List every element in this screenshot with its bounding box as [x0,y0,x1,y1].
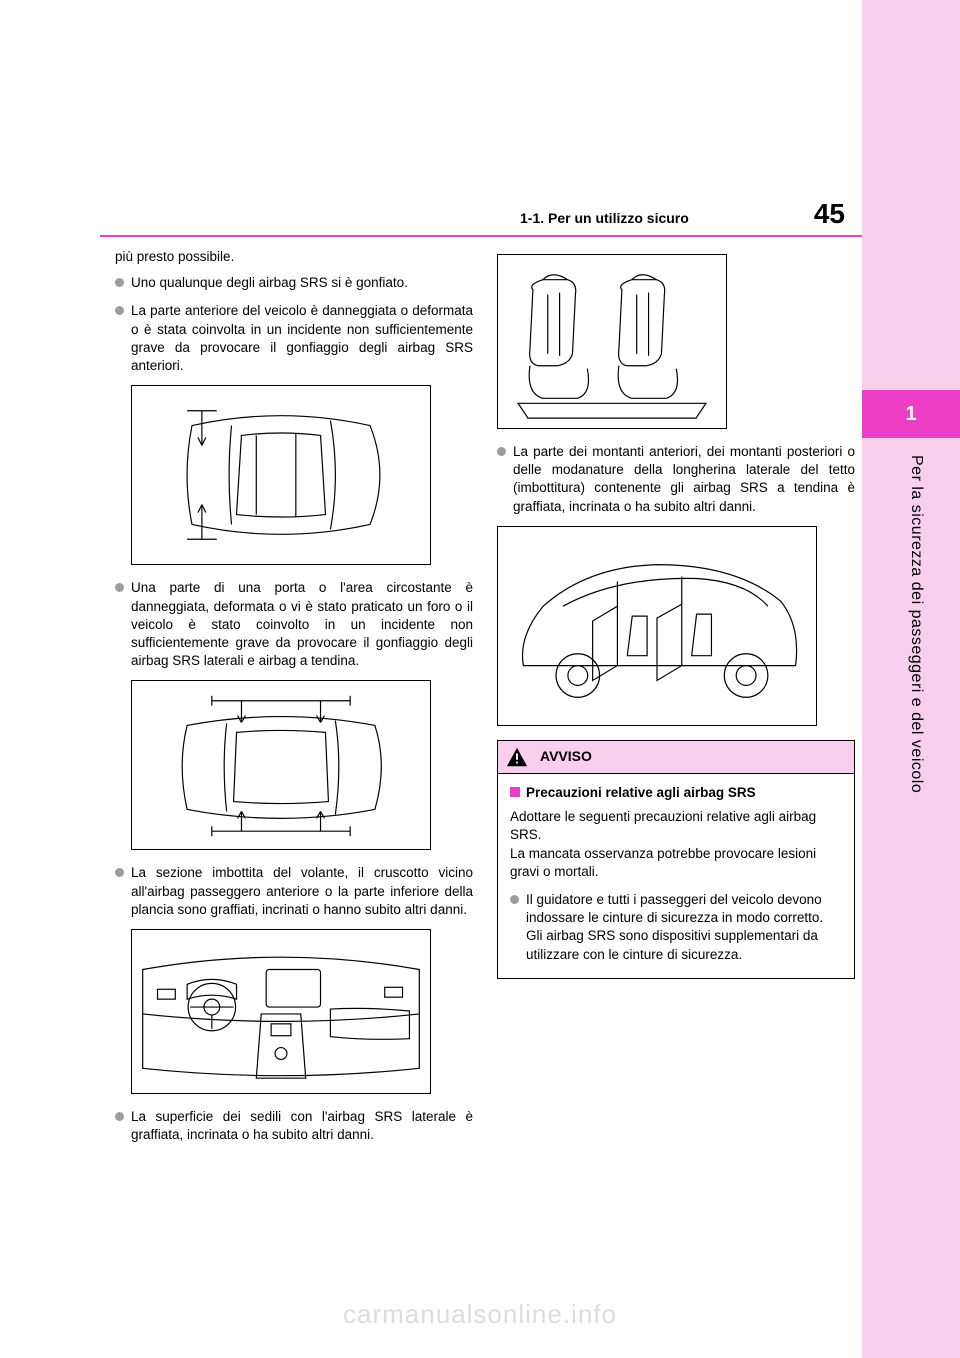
warning-title: AVVISO [540,747,592,766]
bullet-item: La parte anteriore del veicolo è dannegg… [115,302,473,375]
figure-vehicle-top-side [131,680,431,850]
figure-vehicle-side-open [497,526,817,726]
bullet-item: La superficie dei sedili con l'airbag SR… [115,1108,473,1144]
warning-icon [506,747,528,767]
warning-b1: Il guidatore e tutti i passeggeri del ve… [526,892,823,925]
watermark-text: carmanualsonline.info [0,1299,960,1330]
warning-bullet: Il guidatore e tutti i passeggeri del ve… [510,891,842,964]
manual-page: 1 Per la sicurezza dei passeggeri e del … [0,0,960,1358]
left-column: più presto possibile. Uno qualunque degl… [115,248,473,1155]
lead-text: più presto possibile. [115,248,473,266]
bullet-item: La parte dei montanti anteriori, dei mon… [497,443,855,516]
side-section-label: Per la sicurezza dei passeggeri e del ve… [907,455,925,793]
warning-b1b: Gli airbag SRS sono dispositivi suppleme… [526,928,818,961]
warning-header: AVVISO [498,741,854,774]
header-rule [100,235,862,237]
right-column: La parte dei montanti anteriori, dei mon… [497,248,855,1155]
warning-box: AVVISO Precauzioni relative agli airbag … [497,740,855,979]
figure-front-seats [497,254,727,429]
figure-dashboard [131,929,431,1094]
bullet-item: Una parte di una porta o l'area circosta… [115,579,473,670]
warning-subtitle: Precauzioni relative agli airbag SRS [510,784,842,802]
figure-vehicle-top-front [131,385,431,565]
bullet-item: La sezione imbottita del volante, il cru… [115,864,473,919]
warning-text: Adottare le seguenti precauzioni relativ… [510,808,842,881]
bullet-item: Uno qualunque degli airbag SRS si è gonf… [115,274,473,292]
warning-p2: La mancata osservanza potrebbe provocare… [510,846,816,879]
header-section-title: 1-1. Per un utilizzo sicuro [520,210,689,226]
chapter-number-tab: 1 [862,390,960,438]
content-area: più presto possibile. Uno qualunque degl… [115,248,855,1155]
warning-p1: Adottare le seguenti precauzioni relativ… [510,809,816,842]
warning-body: Precauzioni relative agli airbag SRS Ado… [498,774,854,978]
page-number: 45 [814,198,845,230]
